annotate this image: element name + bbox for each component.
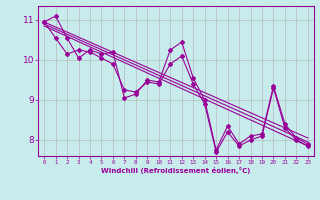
X-axis label: Windchill (Refroidissement éolien,°C): Windchill (Refroidissement éolien,°C) [101,167,251,174]
